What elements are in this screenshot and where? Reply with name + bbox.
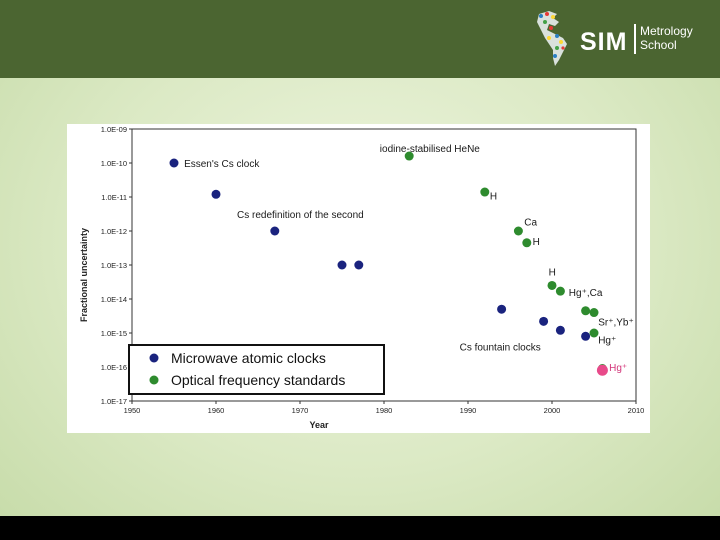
optical-standard-point	[404, 151, 414, 161]
chart-annotation: H	[533, 237, 540, 248]
y-tick-label: 1.0E-13	[101, 261, 127, 270]
highlight-point	[596, 364, 608, 376]
x-tick-label: 2000	[544, 406, 561, 415]
y-tick-label: 1.0E-15	[101, 329, 127, 338]
optical-standard-point	[513, 226, 523, 236]
optical-standard-point	[555, 286, 565, 296]
microwave-clock-point	[337, 260, 347, 270]
microwave-clock-point	[497, 304, 507, 314]
microwave-clock-point	[169, 158, 179, 168]
footer-bar	[0, 516, 720, 540]
x-axis-title: Year	[309, 420, 329, 430]
y-tick-label: 1.0E-16	[101, 363, 127, 372]
chart-annotation: Cs fountain clocks	[460, 343, 541, 354]
logo-sim-text: SIM	[580, 28, 628, 56]
optical-standard-point	[581, 306, 591, 316]
chart-annotation: Ca	[524, 218, 537, 229]
y-tick-label: 1.0E-11	[101, 193, 127, 202]
legend-marker	[149, 353, 159, 363]
optical-standard-point	[547, 280, 557, 290]
chart-annotation: Essen's Cs clock	[184, 159, 260, 170]
y-axis-title: Fractional uncertainty	[79, 228, 89, 322]
americas-map-icon	[537, 11, 567, 66]
header-bar: SIM Metrology School	[0, 0, 720, 78]
x-tick-label: 1960	[208, 406, 225, 415]
microwave-clock-point	[354, 260, 364, 270]
y-tick-label: 1.0E-09	[101, 125, 127, 134]
x-tick-label: 1950	[124, 406, 141, 415]
highlight-annotation: Hg⁺	[609, 363, 627, 374]
microwave-clock-point	[211, 189, 221, 199]
x-tick-label: 1990	[460, 406, 477, 415]
uncertainty-chart: 1950 1960 1970 1980 1990 2000 2010 1.0E-09 1.0E-…	[79, 125, 645, 430]
chart-annotation: Cs redefinition of the second	[237, 210, 364, 221]
microwave-clock-point	[270, 226, 280, 236]
y-tick-label: 1.0E-12	[101, 227, 127, 236]
legend-entry: Microwave atomic clocks	[171, 350, 326, 366]
optical-standard-point	[480, 187, 490, 197]
x-tick-label: 1970	[292, 406, 309, 415]
microwave-clock-point	[539, 316, 549, 326]
chart-annotation: Hg⁺	[598, 335, 616, 346]
y-tick-label: 1.0E-17	[101, 397, 127, 406]
chart-annotation: H	[549, 267, 556, 278]
legend-marker	[149, 375, 159, 385]
legend-box	[128, 344, 385, 395]
chart-annotation: iodine-stabilised HeNe	[380, 144, 480, 155]
optical-standard-point	[522, 238, 532, 248]
legend-entry: Optical frequency standards	[171, 372, 345, 388]
chart-annotation: Sr⁺,Yb⁺	[598, 317, 634, 328]
logo-metrology-text: Metrology	[640, 24, 693, 38]
chart-annotation: Hg⁺,Ca	[569, 288, 603, 299]
chart-annotation: H	[490, 192, 497, 203]
logo-divider	[634, 24, 636, 54]
x-tick-label: 1980	[376, 406, 393, 415]
microwave-clock-point	[581, 331, 591, 341]
logo-school-text: School	[640, 38, 677, 52]
chart-panel: 1950 1960 1970 1980 1990 2000 2010 1.0E-09 1.0E-…	[67, 124, 650, 433]
y-tick-label: 1.0E-14	[101, 295, 127, 304]
microwave-clock-point	[555, 325, 565, 335]
sim-logo: SIM Metrology School	[533, 8, 713, 70]
x-tick-label: 2010	[628, 406, 645, 415]
optical-standard-point	[589, 308, 599, 318]
optical-standard-point	[589, 328, 599, 338]
y-tick-label: 1.0E-10	[101, 159, 127, 168]
